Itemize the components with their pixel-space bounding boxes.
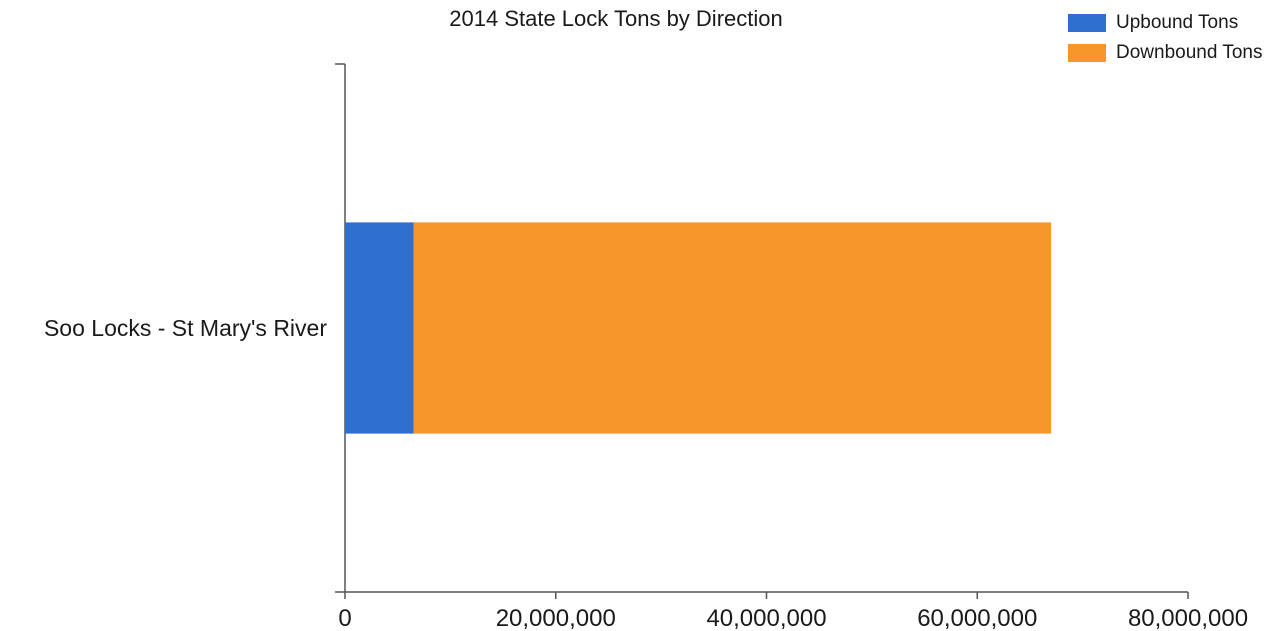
x-tick-label: 20,000,000 [496, 605, 616, 631]
legend-swatch-downbound [1068, 44, 1106, 62]
legend-label-upbound: Upbound Tons [1116, 12, 1239, 33]
x-tick-label: 60,000,000 [917, 605, 1037, 631]
bar-downbound [413, 222, 1052, 434]
legend-label-downbound: Downbound Tons [1116, 42, 1263, 63]
chart-title: 2014 State Lock Tons by Direction [449, 6, 783, 31]
bar-upbound [345, 222, 414, 434]
x-tick-label: 80,000,000 [1128, 605, 1248, 631]
legend-item-upbound: Upbound Tons [1068, 8, 1262, 38]
legend-item-downbound: Downbound Tons [1068, 38, 1262, 68]
legend-swatch-upbound [1068, 14, 1106, 32]
x-tick-label: 0 [338, 605, 351, 631]
legend: Upbound Tons Downbound Tons [1068, 8, 1262, 68]
x-tick-label: 40,000,000 [706, 605, 826, 631]
category-label: Soo Locks - St Mary's River [44, 315, 327, 341]
